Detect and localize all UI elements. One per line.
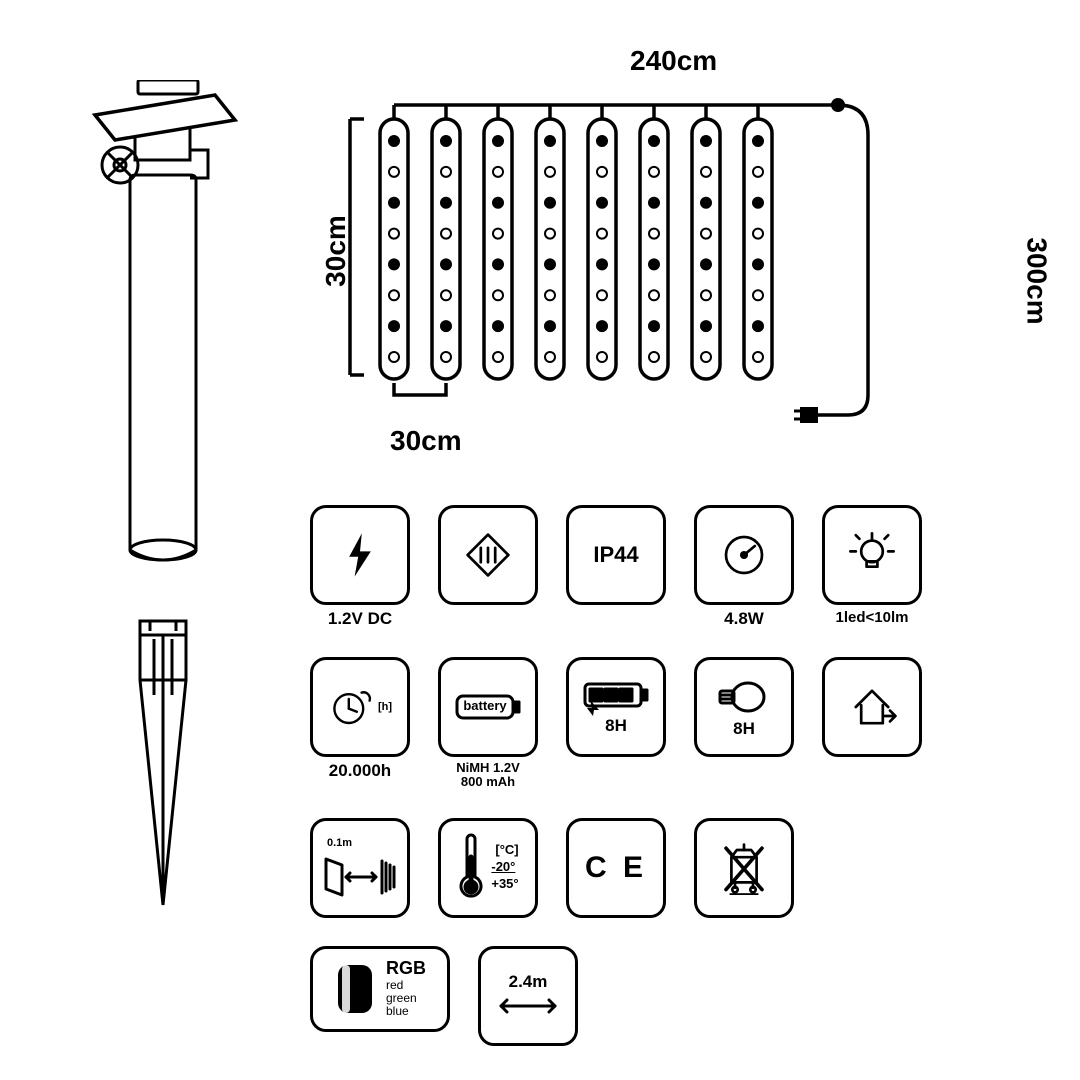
temp-unit: [°C] xyxy=(491,842,518,859)
tubes-dimension-diagram: 240cm 30cm 300cm 30cm xyxy=(310,45,1050,475)
spec-box xyxy=(822,657,922,757)
charge-hours: 8H xyxy=(605,716,627,736)
spec-caption: 20.000h xyxy=(329,761,391,781)
distance-value: 0.1m xyxy=(327,837,352,849)
spec-power: 4.8W xyxy=(694,505,794,629)
spec-runtime: 8H xyxy=(694,657,794,790)
spec-box: C E xyxy=(566,818,666,918)
rgb-blue: blue xyxy=(386,1005,426,1018)
dimension-tube-height: 30cm xyxy=(320,215,352,287)
spec-box xyxy=(694,505,794,605)
spec-weee xyxy=(694,818,794,918)
spec-icon-grid: 1.2V DC IP44 4.8W 1led<10lm [h] 20.000h batter… xyxy=(310,505,1030,1046)
spec-caption: NiMH 1.2V800 mAh xyxy=(456,761,520,790)
span-value: 2.4m xyxy=(509,972,548,992)
spec-caption: 1led<10lm xyxy=(836,609,909,626)
spec-box xyxy=(694,818,794,918)
spec-row: [h] 20.000h battery NiMH 1.2V800 mAh 8H 8H xyxy=(310,657,1030,790)
spec-box xyxy=(822,505,922,605)
ce-text: C E xyxy=(585,851,647,885)
ip44-text: IP44 xyxy=(593,542,638,568)
spec-ip44: IP44 xyxy=(566,505,666,629)
spec-rgb: RGBredgreenblue xyxy=(310,946,450,1046)
spec-outdoor xyxy=(822,657,922,790)
temp-min: -20° xyxy=(491,859,518,876)
spec-class3 xyxy=(438,505,538,629)
spec-caption: 1.2V DC xyxy=(328,609,392,629)
runtime-hours: 8H xyxy=(733,719,755,739)
spec-distance: 0.1m xyxy=(310,818,410,918)
spec-box: 0.1m xyxy=(310,818,410,918)
spec-box: RGBredgreenblue xyxy=(310,946,450,1032)
spec-box: 2.4m xyxy=(478,946,578,1046)
battery-label: battery xyxy=(453,698,517,713)
spec-row: 0.1m [°C]-20°+35° C E xyxy=(310,818,1030,918)
spec-lifetime: [h] 20.000h xyxy=(310,657,410,790)
rgb-red: red xyxy=(386,979,426,992)
spec-span: 2.4m xyxy=(478,946,578,1046)
spec-row: 1.2V DC IP44 4.8W 1led<10lm xyxy=(310,505,1030,629)
dimension-cable-length: 300cm xyxy=(1020,237,1052,324)
temp-max: +35° xyxy=(491,876,518,893)
rgb-title: RGB xyxy=(386,959,426,979)
solar-stake-illustration xyxy=(40,80,270,980)
spec-box xyxy=(310,505,410,605)
spec-voltage: 1.2V DC xyxy=(310,505,410,629)
spec-box: IP44 xyxy=(566,505,666,605)
hours-unit: [h] xyxy=(378,701,392,713)
spec-box: 8H xyxy=(694,657,794,757)
spec-box: [h] xyxy=(310,657,410,757)
dimension-tube-spacing: 30cm xyxy=(390,425,462,457)
spec-box: battery xyxy=(438,657,538,757)
spec-box: 8H xyxy=(566,657,666,757)
spec-battery: battery NiMH 1.2V800 mAh xyxy=(438,657,538,790)
spec-led_lumen: 1led<10lm xyxy=(822,505,922,629)
spec-box xyxy=(438,505,538,605)
spec-temp: [°C]-20°+35° xyxy=(438,818,538,918)
dimension-total-width: 240cm xyxy=(630,45,717,77)
spec-box: [°C]-20°+35° xyxy=(438,818,538,918)
spec-caption: 4.8W xyxy=(724,609,764,629)
spec-charge: 8H xyxy=(566,657,666,790)
spec-row: RGBredgreenblue 2.4m xyxy=(310,946,1030,1046)
spec-ce: C E xyxy=(566,818,666,918)
